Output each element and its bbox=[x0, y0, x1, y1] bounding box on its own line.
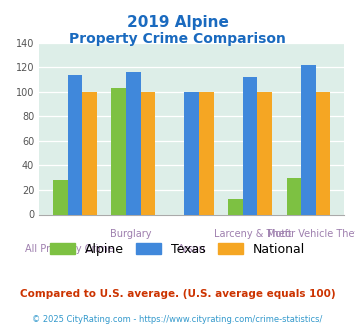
Text: Larceny & Theft: Larceny & Theft bbox=[214, 229, 292, 239]
Bar bbox=[111, 88, 126, 214]
Text: Burglary: Burglary bbox=[110, 229, 151, 239]
Text: Arson: Arson bbox=[178, 244, 206, 254]
Bar bbox=[141, 92, 155, 214]
Text: 2019 Alpine: 2019 Alpine bbox=[127, 15, 228, 30]
Bar bbox=[286, 178, 301, 214]
Text: Motor Vehicle Theft: Motor Vehicle Theft bbox=[267, 229, 355, 239]
Bar bbox=[301, 65, 316, 214]
Bar bbox=[257, 92, 272, 214]
Bar bbox=[243, 77, 257, 214]
Legend: Alpine, Texas, National: Alpine, Texas, National bbox=[44, 238, 311, 261]
Bar bbox=[82, 92, 97, 214]
Text: © 2025 CityRating.com - https://www.cityrating.com/crime-statistics/: © 2025 CityRating.com - https://www.city… bbox=[32, 315, 323, 324]
Bar bbox=[199, 92, 214, 214]
Bar bbox=[67, 75, 82, 214]
Bar bbox=[228, 199, 243, 214]
Text: All Property Crime: All Property Crime bbox=[25, 244, 114, 254]
Text: Compared to U.S. average. (U.S. average equals 100): Compared to U.S. average. (U.S. average … bbox=[20, 289, 335, 299]
Bar bbox=[184, 92, 199, 214]
Bar bbox=[126, 72, 141, 214]
Bar bbox=[316, 92, 331, 214]
Bar bbox=[53, 180, 67, 214]
Text: Property Crime Comparison: Property Crime Comparison bbox=[69, 32, 286, 46]
